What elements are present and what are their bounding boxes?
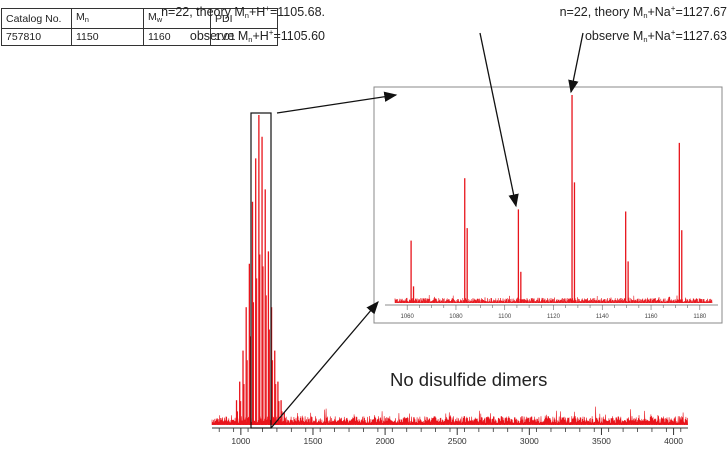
table-header-row: Catalog No. Mn Mw PDI [1, 8, 278, 29]
inset-tick-label: 1080 [449, 314, 463, 320]
inset-tick-label: 1120 [547, 314, 561, 320]
inset-tick-label: 1180 [693, 314, 707, 320]
main-tick-label: 3500 [592, 436, 611, 446]
main-tick-label: 1500 [304, 436, 323, 446]
annotation-proton-observed: observe Mn+H+=1105.60 [189, 28, 325, 45]
zoom-highlight-box [250, 112, 272, 429]
annotation-arrow-mna [568, 32, 584, 94]
main-tick-label: 1000 [231, 436, 250, 446]
inset-baseline-noise [394, 295, 713, 304]
inset-tick-label: 1140 [596, 314, 610, 320]
annotation-arrow-mh [479, 32, 519, 208]
table-cell-catalog: 757810 [1, 28, 72, 46]
annotation-proton-theory: n=22, theory Mn+H+=1105.68. [161, 4, 325, 21]
polymer-properties-table: Catalog No. Mn Mw PDI 757810 1150 1160 1… [1, 8, 278, 46]
main-baseline-noise [211, 406, 688, 426]
main-tick-label: 2000 [376, 436, 395, 446]
main-spectrum [211, 115, 688, 426]
annotation-sodium-observed: observe Mn+Na+=1127.63 [584, 28, 727, 45]
table-cell-pdi: 1.01 [210, 28, 278, 46]
table-cell-mw: 1160 [143, 28, 211, 46]
main-x-axis: 1000 1500 2000 2500 3000 3500 4000 [212, 427, 688, 446]
main-tick-label: 3000 [520, 436, 539, 446]
inset-spectrum [394, 95, 713, 304]
inset-frame [373, 86, 723, 324]
inset-tick-label: 1100 [498, 314, 512, 320]
main-tick-label: 2500 [448, 436, 467, 446]
inset-x-axis: 1060 1080 1100 1120 1140 1160 1180 [385, 304, 718, 320]
annotation-sodium-theory: n=22, theory Mn+Na+=1127.67 [559, 4, 727, 21]
annotation-sodium-adduct: n=22, theory Mn+Na+=1127.67 observe Mn+N… [527, 0, 727, 48]
zoom-arrow-upper [276, 91, 398, 114]
annotation-proton-adduct: n=22, theory Mn+H+=1105.68. observe Mn+H… [125, 0, 325, 48]
no-disulfide-dimers-label: No disulfide dimers [390, 369, 548, 390]
zoom-arrow-lower [270, 301, 379, 429]
inset-tick-label: 1060 [401, 314, 415, 320]
inset-tick-label: 1160 [645, 314, 659, 320]
table-row: 757810 1150 1160 1.01 [1, 28, 278, 46]
main-tick-label: 4000 [664, 436, 683, 446]
